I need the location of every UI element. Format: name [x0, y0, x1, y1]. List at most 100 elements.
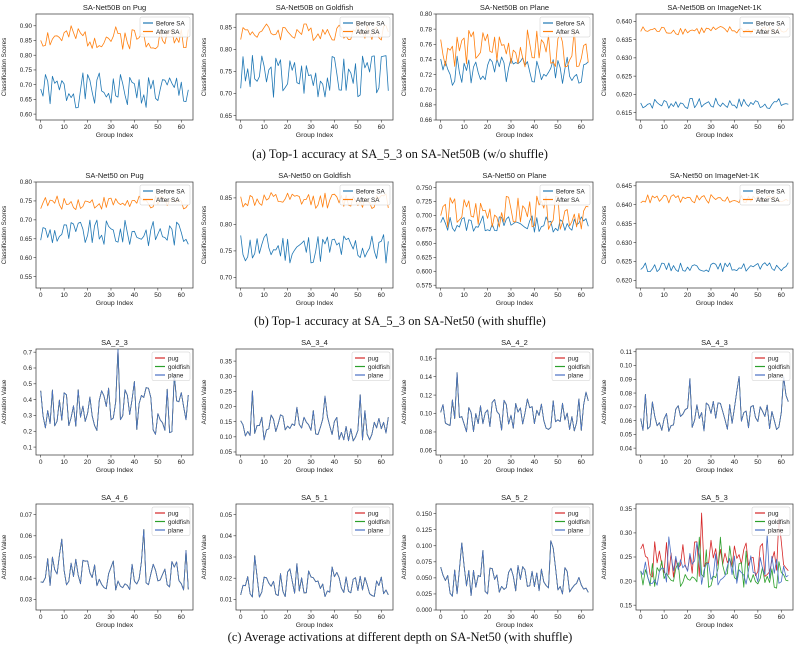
x-tick-label: 50: [554, 292, 562, 299]
chart-title: SA_4_3: [701, 338, 728, 347]
y-tick-label: 0.04: [20, 575, 33, 582]
x-tick-label: 40: [331, 614, 339, 621]
y-tick-label: 0.07: [620, 404, 633, 411]
y-tick-label: 0.05: [220, 449, 233, 456]
x-tick-label: 20: [684, 124, 692, 131]
x-tick-label: 10: [461, 614, 469, 621]
chart-svg: SA-Net50 on ImageNet-1K 0 10 20 30 40 50 60 0.62…: [601, 171, 794, 307]
x-tick-label: 50: [354, 459, 362, 466]
plot-frame: [235, 13, 394, 121]
legend-label: After SA: [756, 29, 780, 36]
y-tick-label: 0.630: [616, 240, 632, 247]
y-tick-label: 0.625: [416, 255, 432, 262]
x-tick-label: 40: [731, 124, 739, 131]
caption-b: (b) Top-1 accuracy at SA_5_3 on SA-Net50…: [254, 314, 546, 328]
y-tick-label: 0.75: [20, 198, 33, 205]
y-tick-label: 0.06: [20, 533, 33, 540]
x-axis-label: Group Index: [296, 467, 334, 474]
y-tick-label: 0.65: [20, 97, 33, 104]
legend-label: goldfish: [768, 364, 790, 371]
x-tick-label: 30: [707, 614, 715, 621]
legend-label: plane: [168, 372, 184, 379]
x-tick-label: 10: [661, 292, 669, 299]
x-tick-label: 50: [354, 614, 362, 621]
y-tick-label: 0.2: [23, 428, 32, 435]
y-tick-label: 0.08: [620, 390, 633, 397]
plot-frame: [35, 348, 194, 456]
y-tick-label: 0.12: [420, 392, 433, 399]
x-tick-label: 20: [484, 459, 492, 466]
x-tick-label: 10: [261, 292, 269, 299]
y-tick-label: 0.30: [620, 530, 633, 537]
y-tick-label: 0.600: [416, 268, 432, 275]
x-tick-label: 10: [61, 614, 69, 621]
x-tick-label: 60: [778, 614, 786, 621]
x-tick-label: 30: [307, 292, 315, 299]
series-line-pug: [240, 390, 389, 442]
x-tick-label: 60: [178, 459, 186, 466]
y-tick-label: 0.72: [420, 72, 433, 79]
x-tick-label: 40: [331, 292, 339, 299]
y-tick-label: 0.700: [416, 213, 432, 220]
x-tick-label: 30: [707, 459, 715, 466]
x-tick-label: 20: [284, 124, 292, 131]
y-tick-label: 0.650: [416, 241, 432, 248]
chart-d1: SA_4_6 0 10 20 30 40 50 60 0.03 0.04 0.05 0.06 0.07 G…: [0, 490, 200, 635]
x-tick-label: 40: [731, 292, 739, 299]
x-tick-label: 60: [378, 124, 386, 131]
legend-label: Before SA: [356, 20, 386, 27]
chart-title: SA-Net50B on Plane: [480, 3, 549, 12]
chart-svg: SA_4_6 0 10 20 30 40 50 60 0.03 0.04 0.05 0.06 0.07 G…: [1, 493, 194, 629]
legend-label: goldfish: [368, 364, 390, 371]
legend-label: plane: [568, 372, 584, 379]
x-tick-label: 0: [639, 292, 643, 299]
y-tick-label: 0.70: [420, 87, 433, 94]
y-tick-label: 0.11: [620, 349, 632, 356]
y-tick-label: 0.85: [220, 195, 233, 202]
legend-label: After SA: [556, 29, 580, 36]
plot-frame: [635, 181, 794, 289]
y-tick-label: 0.78: [420, 26, 433, 33]
legend-label: goldfish: [368, 519, 390, 526]
y-tick-label: 0.02: [220, 575, 233, 582]
series-line-pug: [40, 529, 189, 591]
y-axis-label: Activation Value: [401, 379, 408, 424]
x-tick-label: 60: [578, 124, 586, 131]
x-axis-label: Group Index: [696, 300, 734, 307]
x-tick-label: 30: [307, 124, 315, 131]
y-tick-label: 0.125: [416, 527, 432, 534]
x-axis-label: Group Index: [296, 300, 334, 307]
y-axis-label: Classification Scores: [201, 206, 208, 264]
x-tick-label: 0: [439, 614, 443, 621]
x-tick-label: 40: [731, 614, 739, 621]
series-line-after-sa: [440, 28, 589, 68]
series-line-pug: [240, 555, 389, 598]
x-tick-label: 20: [284, 614, 292, 621]
legend-box: [751, 351, 791, 381]
y-tick-label: 0.06: [620, 418, 633, 425]
y-tick-label: 0.625: [616, 259, 632, 266]
y-tick-label: 0.25: [620, 554, 633, 561]
y-tick-label: 0.075: [416, 559, 432, 566]
y-tick-label: 0.85: [220, 24, 233, 31]
y-tick-label: 0.25: [220, 389, 233, 396]
y-tick-label: 0.68: [420, 102, 433, 109]
chart-title: SA_4_2: [501, 338, 528, 347]
y-tick-label: 0.55: [20, 274, 33, 281]
legend-label: plane: [368, 372, 384, 379]
x-tick-label: 0: [639, 614, 643, 621]
legend-label: goldfish: [568, 519, 590, 526]
x-tick-label: 60: [178, 292, 186, 299]
x-tick-label: 50: [754, 614, 762, 621]
x-axis-label: Group Index: [496, 300, 534, 307]
x-tick-label: 20: [684, 459, 692, 466]
chart-title: SA-Net50B on Goldfish: [276, 3, 354, 12]
x-axis-label: Group Index: [696, 622, 734, 629]
y-tick-label: 0.70: [220, 275, 233, 282]
y-tick-label: 0.07: [20, 512, 33, 519]
x-axis-label: Group Index: [496, 467, 534, 474]
x-tick-label: 0: [439, 459, 443, 466]
chart-c2: SA_3_4 0 10 20 30 40 50 60 0.05 0.10 0.15 0.20 0.25 0…: [200, 335, 400, 480]
y-tick-label: 0.025: [416, 591, 432, 598]
chart-title: SA-Net50B on ImageNet-1K: [667, 3, 761, 12]
